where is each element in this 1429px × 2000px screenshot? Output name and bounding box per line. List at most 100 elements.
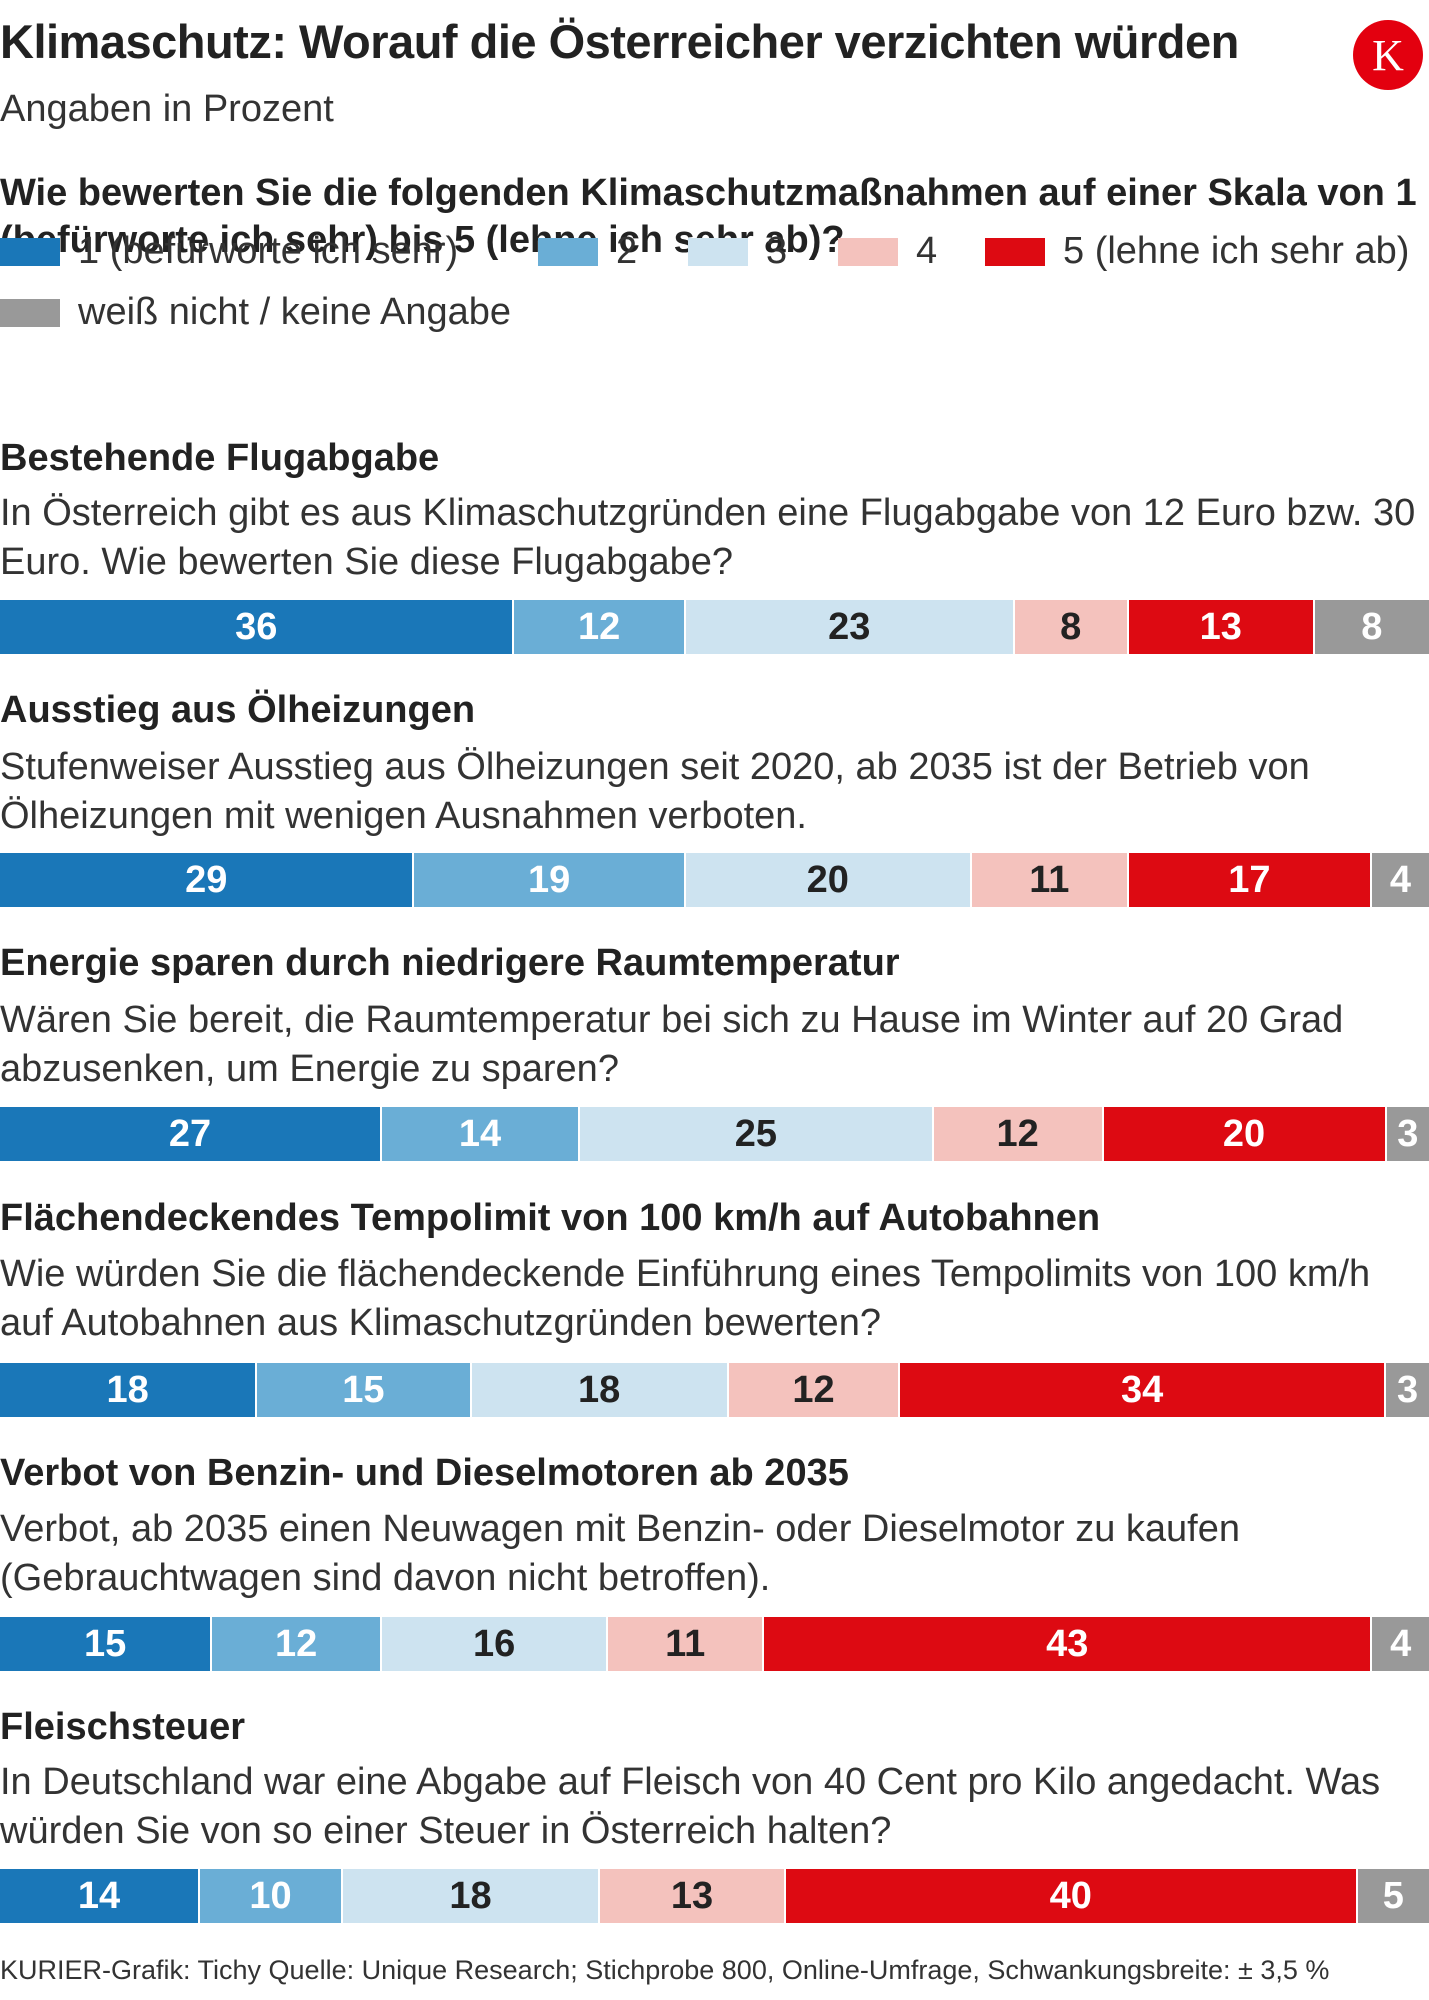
bar-value-label: 17 bbox=[1228, 858, 1271, 901]
bar-segment-4-5: 34 bbox=[900, 1363, 1387, 1417]
bar-value-label: 12 bbox=[578, 605, 621, 648]
bar-segment-5-2: 12 bbox=[212, 1617, 382, 1671]
bar-value-label: 27 bbox=[168, 1112, 212, 1155]
bar-value-label: 12 bbox=[792, 1368, 835, 1411]
bar-value-label: 29 bbox=[185, 858, 228, 901]
bar-value-label: 25 bbox=[734, 1112, 778, 1155]
bar-segment-4-1: 18 bbox=[0, 1363, 258, 1417]
bar-segment-4-4: 12 bbox=[728, 1363, 901, 1417]
bar-segment-4-2: 15 bbox=[257, 1363, 472, 1417]
bar-value-label: 4 bbox=[1390, 1622, 1412, 1665]
bar-segment-6-1: 14 bbox=[0, 1869, 201, 1923]
bar-segment-1-1: 36 bbox=[0, 600, 515, 654]
bar-value-label: 14 bbox=[77, 1874, 121, 1917]
bar-raumtemperatur: 27 14 25 12 20 3 bbox=[0, 1107, 1429, 1161]
bar-segment-5-6: 4 bbox=[1372, 1617, 1429, 1671]
legend-item-na: weiß nicht / keine Angabe bbox=[0, 291, 511, 334]
bar-value-label: 3 bbox=[1396, 1368, 1419, 1411]
bar-value-label: 20 bbox=[806, 858, 849, 901]
bar-value-label: 15 bbox=[342, 1368, 385, 1411]
bar-segment-4-3: 18 bbox=[471, 1363, 729, 1417]
bar-value-label: 34 bbox=[1121, 1368, 1164, 1411]
bar-value-label: 15 bbox=[83, 1622, 127, 1665]
item-title-verbrennerverbot: Verbot von Benzin- und Dieselmotoren ab … bbox=[0, 1452, 849, 1494]
bar-value-label: 16 bbox=[473, 1622, 516, 1665]
legend-item-4: 4 bbox=[838, 230, 937, 273]
bar-segment-2-3: 20 bbox=[685, 853, 972, 907]
bar-value-label: 11 bbox=[665, 1622, 706, 1665]
bar-value-label: 43 bbox=[1046, 1622, 1089, 1665]
bar-segment-1-3: 23 bbox=[685, 600, 1015, 654]
legend-item-5: 5 (lehne ich sehr ab) bbox=[985, 230, 1409, 273]
bar-value-label: 23 bbox=[828, 605, 871, 648]
bar-value-label: 3 bbox=[1397, 1112, 1419, 1155]
item-title-oelheizungen: Ausstieg aus Ölheizungen bbox=[0, 689, 476, 731]
item-title-tempolimit: Flächendeckendes Tempolimit von 100 km/h… bbox=[0, 1197, 1101, 1239]
kurier-logo-icon: K bbox=[1353, 20, 1423, 90]
bar-segment-5-1: 15 bbox=[0, 1617, 213, 1671]
legend-label-5: 5 (lehne ich sehr ab) bbox=[1063, 230, 1410, 272]
bar-value-label: 13 bbox=[670, 1874, 714, 1917]
bar-segment-5-3: 16 bbox=[382, 1617, 609, 1671]
item-desc-tempolimit: Wie würden Sie die flächendeckende Einfü… bbox=[0, 1253, 1371, 1344]
legend-item-3: 3 bbox=[688, 230, 787, 273]
bar-segment-1-2: 12 bbox=[514, 600, 686, 654]
bar-value-label: 20 bbox=[1222, 1112, 1266, 1155]
bar-value-label: 10 bbox=[249, 1874, 292, 1917]
chart-subtitle: Angaben in Prozent bbox=[0, 88, 334, 130]
bar-value-label: 5 bbox=[1382, 1874, 1404, 1917]
bar-segment-2-5: 17 bbox=[1128, 853, 1372, 907]
legend-item-1: 1 (befürworte ich sehr) bbox=[0, 230, 458, 273]
chart-title: Klimaschutz: Worauf die Österreicher ver… bbox=[0, 15, 1239, 68]
item-desc-oelheizungen: Stufenweiser Ausstieg aus Ölheizungen se… bbox=[0, 746, 1310, 837]
bar-value-label: 40 bbox=[1049, 1874, 1092, 1917]
bar-segment-1-5: 13 bbox=[1128, 600, 1315, 654]
bar-value-label: 8 bbox=[1361, 605, 1383, 648]
legend-swatch-na bbox=[0, 298, 60, 327]
bar-value-label: 13 bbox=[1199, 605, 1242, 648]
bar-segment-2-4: 11 bbox=[971, 853, 1129, 907]
bar-segment-5-5: 43 bbox=[764, 1617, 1373, 1671]
bar-segment-1-6: 8 bbox=[1314, 600, 1429, 654]
legend-label-na: weiß nicht / keine Angabe bbox=[78, 291, 512, 333]
item-desc-verbrennerverbot: Verbot, ab 2035 einen Neuwagen mit Benzi… bbox=[0, 1508, 1240, 1599]
bar-segment-2-1: 29 bbox=[0, 853, 415, 907]
bar-value-label: 8 bbox=[1060, 605, 1082, 648]
bar-value-label: 36 bbox=[235, 605, 278, 648]
item-desc-flugabgabe: In Österreich gibt es aus Klimaschutzgrü… bbox=[0, 492, 1416, 583]
bar-segment-6-2: 10 bbox=[200, 1869, 343, 1923]
legend-swatch-2 bbox=[538, 237, 598, 266]
bar-value-label: 14 bbox=[458, 1112, 502, 1155]
bar-value-label: 19 bbox=[528, 858, 571, 901]
bar-segment-5-4: 11 bbox=[608, 1617, 764, 1671]
bar-segment-1-4: 8 bbox=[1014, 600, 1129, 654]
bar-value-label: 12 bbox=[274, 1622, 318, 1665]
bar-segment-2-2: 19 bbox=[414, 853, 686, 907]
bar-segment-4-6: 3 bbox=[1386, 1363, 1429, 1417]
legend-item-2: 2 bbox=[538, 230, 637, 273]
bar-verbrennerverbot: 15 12 16 11 43 4 bbox=[0, 1617, 1429, 1671]
legend-swatch-1 bbox=[0, 237, 60, 266]
bar-segment-6-4: 13 bbox=[600, 1869, 786, 1923]
bar-segment-3-5: 20 bbox=[1103, 1107, 1387, 1161]
item-title-raumtemperatur: Energie sparen durch niedrigere Raumtemp… bbox=[0, 942, 900, 984]
legend-label-3: 3 bbox=[766, 230, 788, 272]
legend-label-1: 1 (befürworte ich sehr) bbox=[78, 230, 459, 272]
legend-label-2: 2 bbox=[616, 230, 638, 272]
bar-segment-3-3: 25 bbox=[580, 1107, 934, 1161]
bar-value-label: 11 bbox=[1029, 858, 1070, 901]
legend-swatch-3 bbox=[688, 237, 748, 266]
bar-value-label: 4 bbox=[1389, 858, 1411, 901]
bar-segment-6-5: 40 bbox=[785, 1869, 1358, 1923]
bar-segment-6-6: 5 bbox=[1357, 1869, 1429, 1923]
bar-segment-3-6: 3 bbox=[1386, 1107, 1429, 1161]
bar-segment-3-2: 14 bbox=[382, 1107, 581, 1161]
bar-value-label: 18 bbox=[106, 1368, 149, 1411]
bar-value-label: 18 bbox=[578, 1368, 621, 1411]
legend-swatch-4 bbox=[838, 237, 898, 266]
bar-flugabgabe: 36 12 23 8 13 8 bbox=[0, 600, 1429, 654]
bar-oelheizungen: 29 19 20 11 17 4 bbox=[0, 853, 1429, 907]
item-desc-fleischsteuer: In Deutschland war eine Abgabe auf Fleis… bbox=[0, 1761, 1381, 1852]
item-title-flugabgabe: Bestehende Flugabgabe bbox=[0, 437, 440, 479]
legend-label-4: 4 bbox=[916, 230, 938, 272]
